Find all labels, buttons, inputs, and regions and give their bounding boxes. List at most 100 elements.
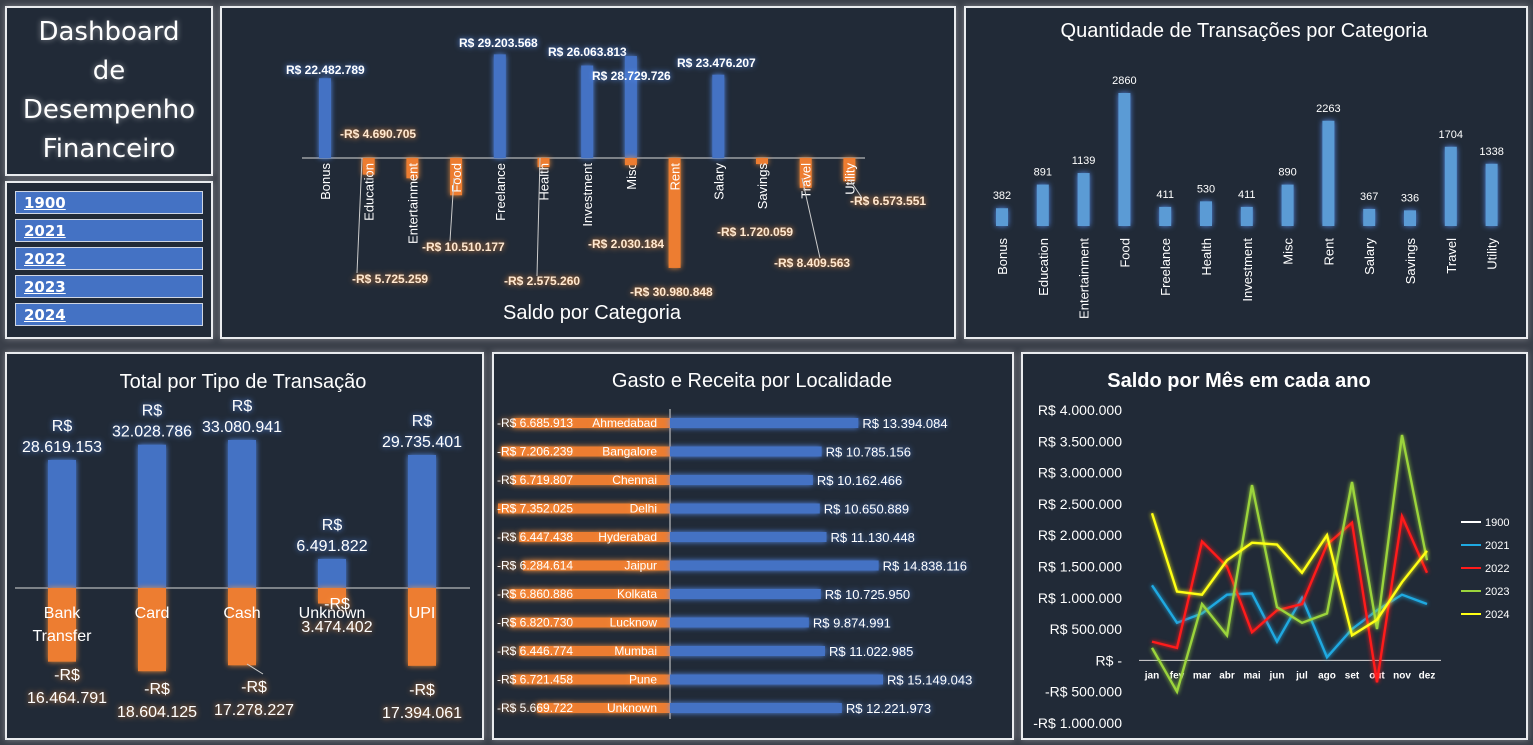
data-label: 1338 [1479,146,1503,158]
chart-title: Gasto e Receita por Localidade [612,370,892,392]
expense-bar [519,646,670,656]
income-label: R$ 10.785.156 [826,445,911,460]
slicer-item-2021[interactable]: 2021 [15,219,203,242]
negative-label: -R$ [144,681,170,698]
chart-title: Saldo por Categoria [503,302,682,324]
category-label: Transfer [33,628,93,645]
transaction-bar [1036,184,1049,226]
data-label: 1704 [1439,129,1463,141]
category-bar [319,78,331,158]
chart-title: Total por Tipo de Transação [120,371,367,393]
category-tick-label: Rent [668,163,683,191]
transaction-bar [1077,173,1090,226]
category-label: Bank [44,605,81,622]
y-tick-label: R$ 4.000.000 [1038,402,1122,418]
localidade-panel: Gasto e Receita por Localidade -R$ 6.685.… [492,352,1014,740]
negative-label: 3.474.402 [301,619,372,636]
x-tick-label: jun [1269,670,1285,681]
data-label: R$ 26.063.813 [548,45,627,59]
category-tick-label: Bonus [995,238,1010,275]
data-label: -R$ 6.573.551 [850,194,926,208]
expense-label: -R$ 6.860.886 [497,587,573,601]
x-tick-label: mar [1193,670,1211,681]
year-slicer: 1900 2021 2022 2023 2024 [5,181,213,339]
legend-label: 1900 [1485,517,1509,529]
transaction-bar [1444,146,1457,226]
income-label: R$ 11.022.985 [829,644,913,659]
data-label: R$ 28.729.726 [592,69,671,83]
category-tick-label: Education [1036,238,1051,296]
category-tick-label: Savings [755,163,770,210]
slicer-item-2024[interactable]: 2024 [15,303,203,326]
category-tick-label: Bonus [318,163,333,200]
series-line-2023 [1150,434,1429,695]
dashboard-title-panel: Dashboard de Desempenho Financeiro [5,6,213,176]
legend-label: 2022 [1485,563,1509,575]
negative-bar [138,588,166,672]
x-tick-label: fev [1170,670,1185,681]
leader-line [849,179,863,199]
legend-label: 2023 [1485,586,1509,598]
data-label: -R$ 4.690.705 [340,127,416,141]
series-line-2022 [1151,512,1429,683]
negative-label: -R$ [241,679,267,696]
positive-label: R$ [322,517,343,534]
location-label: Kolkata [617,587,657,601]
x-tick-label: jan [1144,670,1159,681]
income-bar [670,617,809,628]
saldo-mes-chart: Saldo por Mês em cada ano R$ 4.000.000 R$ … [1033,370,1509,731]
category-bar [624,56,637,158]
title-line: de [92,56,126,86]
income-bar [670,446,822,457]
category-bar [362,158,375,175]
category-tick-label: Freelance [1158,238,1173,296]
category-tick-label: Freelance [493,163,508,221]
transaction-bar [1485,163,1498,226]
slicer-item-2022[interactable]: 2022 [15,247,203,270]
category-bar [843,158,856,182]
data-label: 411 [1238,189,1256,201]
positive-bar [138,444,166,588]
category-tick-label: Entertainment [1077,238,1092,319]
category-tick-label: Food [449,163,464,193]
y-tick-label: R$ 3.000.000 [1038,465,1122,481]
x-tick-label: dez [1419,670,1436,681]
category-tick-label: Salary [711,163,726,200]
dashboard-title: Dashboard de Desempenho Financeiro [23,13,195,169]
title-line: Dashboard [38,17,180,47]
expense-label: -R$ 6.820.730 [497,616,573,630]
slicer-item-2023[interactable]: 2023 [15,275,203,298]
saldo-categoria-chart: R$ 22.482.789 Bonus -R$ 4.690.705 Education… [286,36,926,324]
slicer-item-1900[interactable]: 1900 [15,191,203,214]
legend-label: 2024 [1485,609,1509,621]
data-label: 2263 [1316,103,1340,115]
positive-label: 29.735.401 [382,434,462,451]
transaction-bar [1322,120,1335,226]
y-tick-label: R$ - [1096,652,1123,668]
data-label: 382 [993,190,1011,202]
x-tick-label: mai [1243,670,1260,681]
positive-label: 33.080.941 [202,419,282,436]
saldo-mes-panel: Saldo por Mês em cada ano R$ 4.000.000 R$ … [1021,352,1528,740]
y-tick-label: -R$ 500.000 [1045,684,1122,700]
data-label: 530 [1197,183,1215,195]
positive-label: R$ [412,413,433,430]
negative-label: 17.394.061 [382,705,462,722]
x-tick-label: ago [1318,670,1336,681]
income-label: R$ 15.149.043 [887,673,972,688]
data-label: -R$ 8.409.563 [774,256,850,270]
legend-label: 2021 [1485,540,1509,552]
expense-bar [512,674,670,685]
data-label: -R$ 2.575.260 [504,274,580,288]
negative-label: -R$ [409,682,435,699]
saldo-categoria-panel: R$ 22.482.789 Bonus -R$ 4.690.705 Education… [220,6,956,339]
location-label: Jaipur [624,559,657,573]
quantidade-transacoes-chart: Quantidade de Transações por Categoria 38… [993,20,1504,319]
location-label: Pune [629,673,657,687]
y-tick-label: -R$ 1.000.000 [1033,715,1122,731]
positive-label: 28.619.153 [22,439,102,456]
data-label: 2860 [1112,75,1136,87]
location-label: Unknown [607,701,657,715]
y-tick-label: R$ 3.500.000 [1038,433,1122,449]
expense-label: -R$ 7.206.239 [497,445,573,459]
